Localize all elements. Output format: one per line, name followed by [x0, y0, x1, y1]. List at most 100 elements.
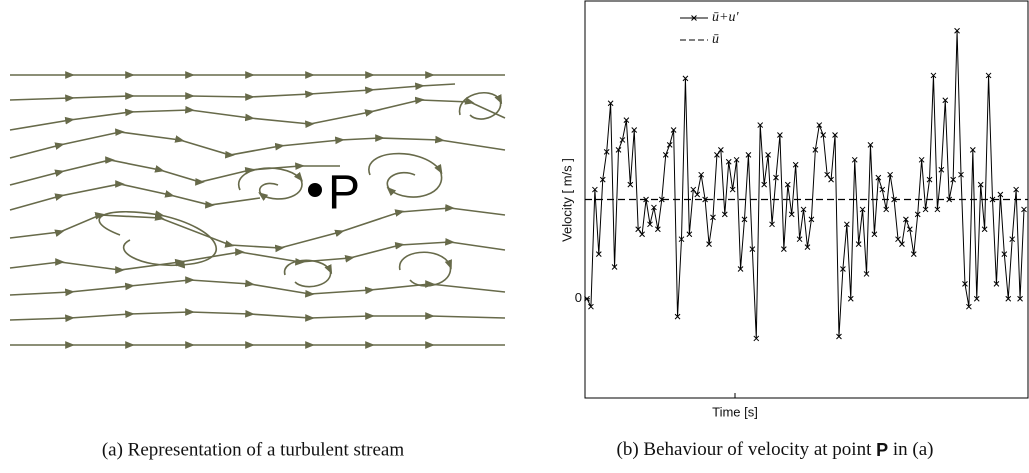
point-marker [922, 206, 929, 213]
point-marker [973, 295, 980, 302]
chart: Velocity [ m/s ] Time [s] 0 ū+u' ū [559, 0, 1029, 419]
point-marker [592, 186, 598, 193]
streamline [9, 276, 506, 298]
point-marker [714, 151, 720, 158]
point-marker [828, 176, 834, 183]
point-marker [686, 231, 693, 238]
point-marker [1013, 186, 1019, 193]
point-marker [741, 216, 748, 223]
point-marker [757, 122, 764, 128]
point-marker [1021, 206, 1027, 213]
point-marker [631, 127, 638, 133]
series-line [586, 30, 1025, 339]
point-marker [954, 27, 960, 34]
point-marker [926, 176, 933, 183]
point-marker [733, 156, 740, 163]
point-marker [662, 151, 669, 158]
point-marker [906, 226, 913, 233]
point-marker [749, 246, 756, 252]
point-marker [678, 236, 685, 243]
point-marker [847, 295, 854, 302]
point-marker [883, 206, 890, 213]
streamline [9, 128, 506, 159]
point-marker [887, 171, 893, 178]
point-marker [969, 147, 976, 153]
point-marker [792, 161, 799, 168]
streamline [9, 204, 506, 253]
point-marker [737, 266, 744, 272]
point-marker [777, 132, 783, 138]
point-marker [666, 142, 673, 148]
point-marker [981, 226, 988, 233]
caption-point: P [876, 440, 888, 460]
point-marker [977, 181, 984, 188]
point-marker [721, 211, 728, 218]
caption-text: in (a) [893, 439, 934, 460]
point-marker [607, 100, 614, 107]
streamline [9, 308, 506, 323]
streamline [9, 96, 506, 131]
point-marker [1001, 251, 1008, 257]
point-marker [674, 313, 681, 320]
point-marker [962, 281, 968, 287]
point-marker [769, 221, 775, 228]
point-marker [603, 149, 610, 155]
y-axis-label: Velocity [ m/s ] [559, 158, 574, 242]
point-marker [966, 303, 972, 310]
point-marker [670, 127, 677, 133]
point-marker [784, 181, 791, 188]
point-marker [635, 226, 642, 233]
point-marker [843, 221, 850, 228]
point-marker [997, 191, 1004, 198]
point-marker [910, 251, 917, 257]
point-marker [816, 122, 823, 128]
point-marker [773, 174, 779, 181]
point-marker [651, 204, 657, 211]
point-marker [804, 244, 811, 250]
point-marker [993, 281, 1000, 287]
point-marker [765, 151, 771, 158]
vortex [237, 167, 304, 201]
point-marker [615, 147, 622, 153]
point-marker [879, 186, 886, 193]
point-marker [855, 241, 862, 248]
point-marker [690, 186, 697, 193]
point-marker [950, 176, 956, 183]
point-marker [985, 72, 992, 79]
point-marker [588, 303, 594, 310]
point-marker [780, 246, 787, 252]
vortex [368, 152, 443, 198]
point-marker [718, 147, 724, 153]
vortex [284, 259, 333, 288]
point-marker [859, 206, 866, 213]
caption-text: (b) Behaviour of velocity at point [617, 439, 873, 460]
point-marker [655, 226, 661, 233]
vortex [399, 251, 452, 287]
point-marker [934, 206, 941, 213]
point-marker [623, 117, 630, 123]
point-marker [1017, 295, 1023, 302]
point-marker [914, 211, 921, 218]
legend-marker [691, 15, 697, 21]
point-marker [702, 196, 708, 203]
point-marker [682, 75, 689, 82]
point-marker [796, 236, 803, 243]
point-marker [753, 335, 760, 342]
point-marker [694, 191, 701, 198]
point-marker [788, 211, 795, 218]
point-marker [903, 216, 909, 223]
legend-label: ū+u' [712, 10, 739, 25]
vortex [458, 91, 503, 120]
point-marker [698, 171, 705, 178]
point-marker [706, 241, 712, 248]
point-marker [899, 241, 905, 248]
point-marker [800, 206, 807, 213]
streamline [9, 82, 456, 102]
point-marker [808, 216, 815, 223]
point-marker [930, 72, 937, 79]
point-marker [918, 156, 925, 163]
point-marker [595, 251, 602, 257]
y-tick-label: 0 [575, 290, 582, 305]
